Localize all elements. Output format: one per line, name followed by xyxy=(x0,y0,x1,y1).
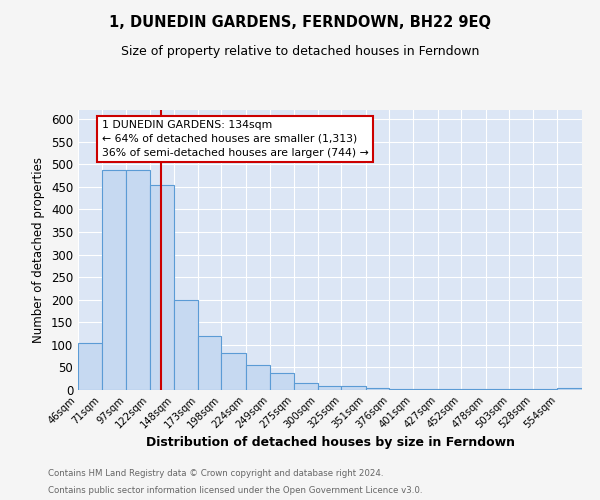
Bar xyxy=(101,170,126,390)
Bar xyxy=(246,365,269,390)
Text: Contains HM Land Registry data © Crown copyright and database right 2024.: Contains HM Land Registry data © Crown c… xyxy=(48,468,383,477)
Bar xyxy=(389,389,413,390)
Bar xyxy=(486,389,509,390)
X-axis label: Distribution of detached houses by size in Ferndown: Distribution of detached houses by size … xyxy=(146,436,515,449)
Bar xyxy=(366,388,389,390)
Bar xyxy=(294,383,318,390)
Bar xyxy=(269,373,294,390)
Bar xyxy=(557,388,582,390)
Bar xyxy=(126,170,150,390)
Bar xyxy=(174,300,198,390)
Bar xyxy=(78,342,101,390)
Text: Contains public sector information licensed under the Open Government Licence v3: Contains public sector information licen… xyxy=(48,486,422,495)
Bar xyxy=(461,389,486,390)
Text: 1 DUNEDIN GARDENS: 134sqm
← 64% of detached houses are smaller (1,313)
36% of se: 1 DUNEDIN GARDENS: 134sqm ← 64% of detac… xyxy=(101,120,368,158)
Bar xyxy=(413,389,437,390)
Text: 1, DUNEDIN GARDENS, FERNDOWN, BH22 9EQ: 1, DUNEDIN GARDENS, FERNDOWN, BH22 9EQ xyxy=(109,15,491,30)
Bar xyxy=(198,336,221,390)
Bar xyxy=(341,386,366,390)
Y-axis label: Number of detached properties: Number of detached properties xyxy=(32,157,46,343)
Text: Size of property relative to detached houses in Ferndown: Size of property relative to detached ho… xyxy=(121,45,479,58)
Bar xyxy=(437,389,461,390)
Bar xyxy=(150,186,174,390)
Bar xyxy=(318,386,341,390)
Bar xyxy=(221,352,246,390)
Bar xyxy=(533,389,557,390)
Bar xyxy=(509,389,533,390)
